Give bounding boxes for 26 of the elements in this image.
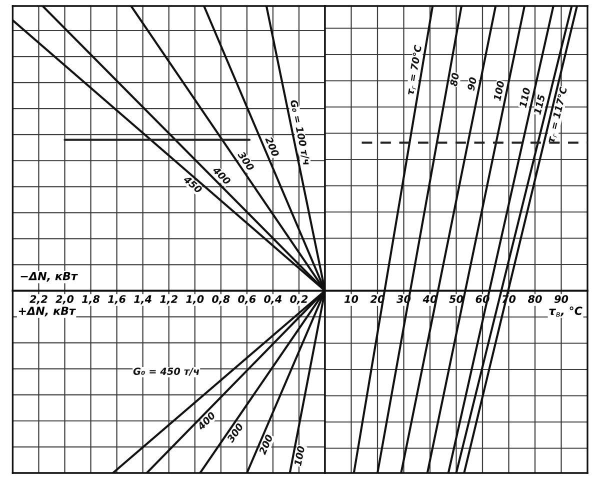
text: τ$_{г}$ = 70°C <box>406 44 424 96</box>
text: 100 <box>493 80 504 102</box>
x-tick-label: 10 <box>344 295 358 303</box>
x-tick-label: 1,4 <box>134 295 152 304</box>
series-label: G₀ = 450 т/ч <box>133 368 200 376</box>
x-tick-label: 2,2 <box>30 295 48 304</box>
x-tick-label: 90 <box>554 295 568 303</box>
x-tick-label: 50 <box>449 295 464 303</box>
text: 400 <box>212 166 232 186</box>
x-tick-label: 80 <box>528 295 542 303</box>
text: 450 <box>182 175 203 194</box>
x-tick-label: 0,6 <box>238 295 256 304</box>
x-tick-label: 1,6 <box>108 295 126 304</box>
text: 110 <box>519 87 530 108</box>
x-tick-label: 2,0 <box>56 295 74 304</box>
x-tick-label: 1,2 <box>160 295 178 304</box>
x-tick-label: 1,8 <box>82 295 100 304</box>
x-tick-label: 0,8 <box>212 295 230 304</box>
text: 115 <box>534 94 546 115</box>
text: 90 <box>467 76 477 91</box>
text: τ$_{г}$ = 117°C <box>546 86 569 144</box>
x-axis-title: τ$_{в}$, °C <box>549 306 582 317</box>
x-tick-label: 1,0 <box>186 295 204 304</box>
x-axis-title: +ΔN, кВт <box>18 306 76 316</box>
text: 80 <box>450 72 460 87</box>
annotation: −ΔN, кВт <box>20 272 78 282</box>
